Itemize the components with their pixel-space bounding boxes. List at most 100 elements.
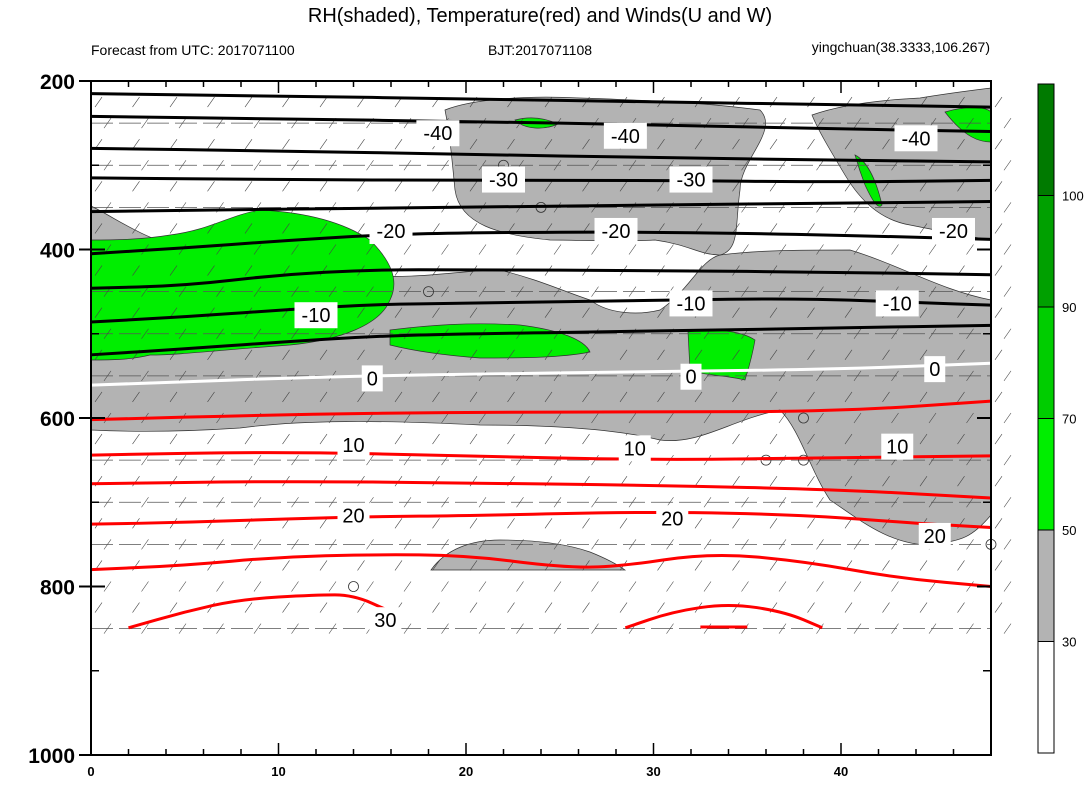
wind-barb — [628, 244, 637, 255]
contour-label-bg — [337, 502, 370, 529]
wind-barb — [357, 391, 365, 403]
wind-barb — [178, 370, 187, 382]
wind-barb — [994, 518, 1003, 529]
wind-barb — [769, 560, 778, 571]
wind-barb — [244, 265, 253, 276]
wind-barb — [178, 497, 187, 508]
wind-barb — [544, 307, 553, 318]
wind-barb — [703, 581, 712, 592]
wind-barb — [666, 581, 674, 592]
wind-barb — [244, 181, 253, 192]
wind-barb — [957, 560, 965, 571]
wind-barb — [928, 202, 937, 213]
wind-barb — [253, 244, 262, 255]
wind-barb — [853, 160, 862, 171]
wind-barb — [778, 623, 787, 634]
wind-barb — [282, 602, 290, 613]
colorbar-label: 70 — [1062, 412, 1076, 427]
wind-barb — [507, 602, 515, 613]
wind-barb — [366, 539, 374, 550]
wind-barb — [1003, 623, 1012, 634]
wind-barb — [141, 117, 149, 129]
contour-label: -10 — [302, 305, 331, 327]
wind-barb — [244, 223, 253, 234]
wind-barb — [507, 139, 515, 150]
wind-barb — [882, 476, 890, 487]
wind-barb — [357, 307, 365, 318]
x-tick-label: 20 — [459, 764, 473, 779]
contour-label-bg — [416, 120, 460, 147]
wind-barb — [244, 96, 253, 108]
wind-barb — [132, 391, 140, 403]
temperature-contour-line — [90, 297, 992, 324]
wind-barb — [853, 412, 862, 424]
wind-barb — [253, 497, 262, 508]
wind-barb — [807, 265, 815, 276]
y-tick-label: 1000 — [28, 745, 75, 768]
wind-barb — [919, 560, 928, 571]
calm-wind-marker — [348, 581, 359, 592]
contour-label: 10 — [624, 438, 646, 460]
wind-barb — [403, 412, 412, 424]
temperature-contour-line — [90, 268, 992, 290]
wind-barb — [394, 307, 403, 318]
wind-barb — [816, 117, 824, 129]
wind-barb — [657, 433, 665, 445]
wind-barb — [216, 581, 224, 592]
wind-barb — [619, 518, 628, 529]
wind-barb — [282, 349, 290, 360]
wind-barb — [628, 160, 637, 171]
wind-barb — [694, 391, 703, 403]
wind-barb — [319, 181, 328, 192]
wind-barb — [94, 602, 103, 613]
wind-barb — [853, 117, 862, 129]
colorbar: 30 50 70 90 100 — [1037, 83, 1084, 754]
wind-barb — [741, 623, 749, 634]
wind-barb — [132, 223, 140, 234]
wind-barb — [132, 265, 140, 276]
wind-barb — [291, 286, 299, 297]
wind-barb — [253, 581, 262, 592]
wind-barb — [291, 244, 299, 255]
contour-label-bg — [881, 433, 914, 460]
wind-barb — [291, 202, 299, 213]
contour-label-bg — [361, 365, 383, 392]
wind-barb — [282, 181, 290, 192]
wind-barb — [994, 349, 1003, 360]
wind-barb — [507, 518, 515, 529]
wind-barb — [1003, 160, 1012, 171]
wind-barb — [657, 602, 665, 613]
wind-barb — [169, 391, 178, 403]
wind-barb — [591, 412, 599, 424]
wind-barb — [882, 223, 890, 234]
temperature-contour-line — [90, 510, 992, 530]
wind-barb — [507, 307, 515, 318]
wind-barb — [957, 476, 965, 487]
wind-barb — [891, 117, 899, 129]
wind-barb — [966, 497, 974, 508]
wind-barb — [516, 623, 524, 634]
wind-barb — [694, 560, 703, 571]
wind-barb — [778, 412, 787, 424]
wind-barb — [469, 307, 478, 318]
wind-barb — [319, 349, 328, 360]
contour-label: -30 — [677, 170, 706, 192]
wind-barb — [478, 160, 487, 171]
wind-barb — [928, 497, 937, 508]
x-tick-label: 0 — [87, 764, 94, 779]
wind-barb — [882, 139, 890, 150]
wind-barb — [1003, 244, 1012, 255]
x-tick-label: 10 — [271, 764, 285, 779]
wind-barb — [282, 391, 290, 403]
wind-barb — [244, 602, 253, 613]
wind-barb — [216, 160, 224, 171]
wind-barb — [553, 623, 562, 634]
location-label: yingchuan(38.3333,106.267) — [812, 39, 990, 55]
wind-barb — [807, 476, 815, 487]
wind-barb — [591, 539, 599, 550]
wind-barb — [441, 581, 449, 592]
wind-barb — [319, 518, 328, 529]
y-tick-label: 400 — [40, 240, 75, 263]
wind-barb — [366, 454, 374, 466]
